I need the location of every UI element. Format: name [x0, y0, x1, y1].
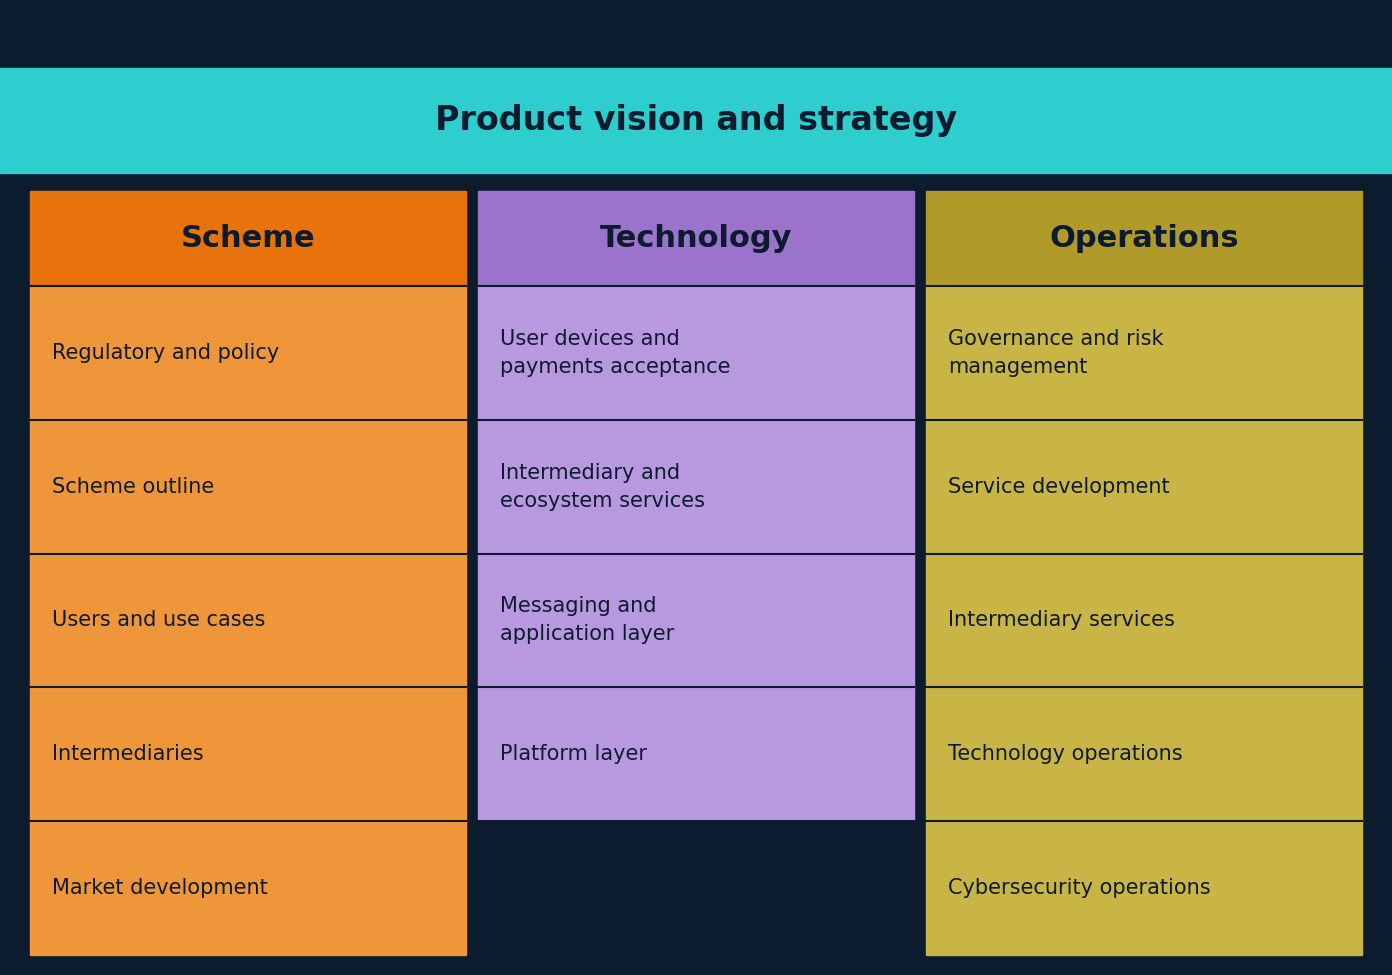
Text: Intermediary and
ecosystem services: Intermediary and ecosystem services: [500, 463, 704, 511]
Bar: [31, 420, 466, 554]
Bar: [31, 286, 466, 420]
Text: Technology operations: Technology operations: [948, 744, 1183, 764]
Text: Operations: Operations: [1050, 224, 1239, 253]
Bar: [31, 191, 466, 286]
Bar: [477, 191, 915, 286]
Text: Intermediaries: Intermediaries: [52, 744, 203, 764]
Text: Intermediary services: Intermediary services: [948, 610, 1175, 631]
Bar: [926, 554, 1361, 687]
Bar: [31, 687, 466, 821]
Bar: [31, 821, 466, 955]
Bar: [31, 554, 466, 687]
Bar: [477, 554, 915, 687]
Bar: [0, 68, 1392, 173]
Text: Scheme: Scheme: [181, 224, 316, 253]
Text: Scheme outline: Scheme outline: [52, 477, 214, 496]
Bar: [477, 687, 915, 821]
Bar: [477, 821, 915, 955]
Text: Cybersecurity operations: Cybersecurity operations: [948, 878, 1211, 898]
Bar: [926, 420, 1361, 554]
Bar: [477, 286, 915, 420]
Text: Market development: Market development: [52, 878, 267, 898]
Text: Platform layer: Platform layer: [500, 744, 647, 764]
Text: Messaging and
application layer: Messaging and application layer: [500, 597, 674, 644]
Text: User devices and
payments acceptance: User devices and payments acceptance: [500, 329, 731, 377]
Bar: [477, 420, 915, 554]
Text: Regulatory and policy: Regulatory and policy: [52, 343, 280, 363]
Bar: [926, 821, 1361, 955]
Bar: [926, 191, 1361, 286]
Text: Product vision and strategy: Product vision and strategy: [434, 104, 958, 137]
Bar: [926, 286, 1361, 420]
Text: Technology: Technology: [600, 224, 792, 253]
Bar: [926, 687, 1361, 821]
Text: Governance and risk
management: Governance and risk management: [948, 329, 1164, 377]
Text: Service development: Service development: [948, 477, 1169, 496]
Text: Users and use cases: Users and use cases: [52, 610, 266, 631]
